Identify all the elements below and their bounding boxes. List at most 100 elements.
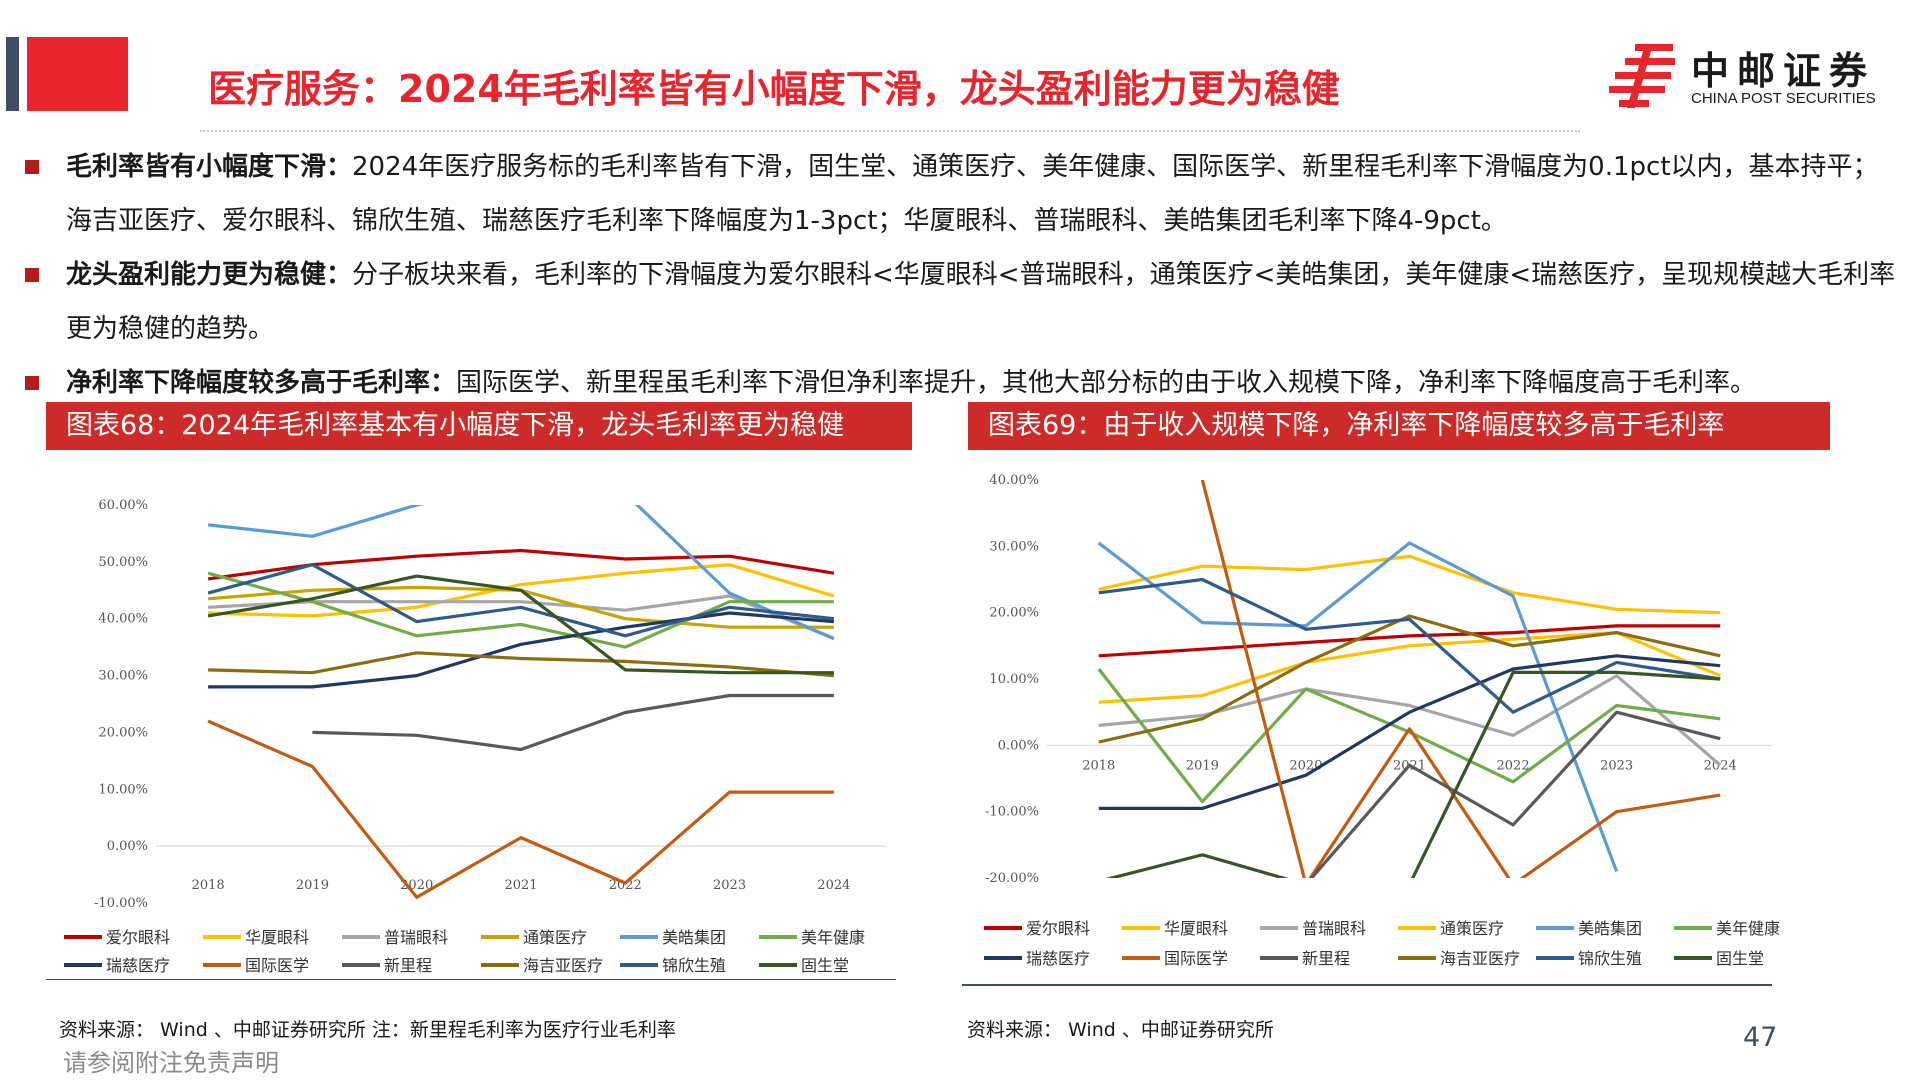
series-line	[207, 719, 834, 899]
y-tick-label: 30.00%	[98, 669, 148, 684]
legend-label: 锦欣生殖	[1578, 949, 1642, 968]
header-accent-dark	[6, 37, 19, 111]
y-tick-label: -10.00%	[985, 805, 1039, 820]
bullet-item: 龙头盈利能力更为稳健：分子板块来看，毛利率的下滑幅度为爱尔眼科<华厦眼科<普瑞眼…	[20, 248, 1900, 356]
series-line	[1097, 668, 1721, 804]
y-tick-label: 10.00%	[989, 672, 1039, 687]
legend-label: 通策医疗	[523, 928, 587, 947]
legend-label: 瑞慈医疗	[106, 956, 170, 975]
series-line	[1098, 624, 1721, 658]
legend-label: 美皓集团	[662, 928, 726, 947]
y-tick-label: 60.00%	[98, 498, 148, 513]
bullet-item: 净利率下降幅度较多高于毛利率：国际医学、新里程虽毛利率下滑但净利率提升，其他大部…	[20, 356, 1900, 410]
series-line	[1098, 654, 1721, 810]
y-tick-label: 20.00%	[98, 725, 148, 740]
legend-label: 海吉亚医疗	[1440, 949, 1520, 968]
legend-label: 海吉亚医疗	[523, 956, 603, 975]
chart-69-source: 资料来源： Wind 、中邮证券研究所	[967, 1019, 1274, 1041]
bullet-list: 毛利率皆有小幅度下滑：2024年医疗服务标的毛利率皆有下滑，固生堂、通策医疗、美…	[20, 140, 1900, 410]
bullet-item: 毛利率皆有小幅度下滑：2024年医疗服务标的毛利率皆有下滑，固生堂、通策医疗、美…	[20, 140, 1900, 248]
series-line	[1097, 541, 1619, 872]
chart-68-caption: 图表68：2024年毛利率基本有小幅度下滑，龙头毛利率更为稳健	[46, 402, 912, 450]
series-line	[1098, 554, 1721, 615]
series-line	[1200, 480, 1721, 878]
legend-label: 爱尔眼科	[1026, 919, 1090, 938]
legend-label: 美年健康	[801, 928, 865, 947]
series-line	[1309, 710, 1721, 878]
disclaimer-text: 请参阅附注免责声明	[63, 1049, 279, 1077]
legend-label: 国际医学	[1164, 949, 1228, 968]
series-line	[1098, 674, 1722, 767]
logo-english-name: CHINA POST SECURITIES	[1691, 90, 1876, 107]
y-tick-label: 30.00%	[989, 539, 1039, 554]
y-tick-label: 0.00%	[107, 839, 148, 854]
legend-label: 华厦眼科	[1164, 919, 1228, 938]
bullet-heading: 龙头盈利能力更为稳健：	[66, 260, 353, 290]
header-divider	[200, 130, 1580, 132]
series-line	[1098, 614, 1721, 744]
legend-label: 国际医学	[245, 956, 309, 975]
bullet-square-icon	[25, 160, 39, 174]
legend-label: 瑞慈医疗	[1026, 949, 1090, 968]
bullet-text: 分子板块来看，毛利率的下滑幅度为爱尔眼科<华厦眼科<普瑞眼科，通策医疗<美皓集团…	[66, 260, 1896, 344]
chart-69-caption: 图表69：由于收入规模下降，净利率下降幅度较多高于毛利率	[968, 402, 1830, 450]
series-line	[208, 651, 835, 678]
series-line	[312, 693, 834, 752]
series-line	[207, 571, 834, 649]
x-tick-label: 2021	[504, 878, 537, 893]
x-tick-label: 2022	[1497, 758, 1530, 773]
x-tick-label: 2020	[1289, 758, 1322, 773]
logo-chinese-name: 中邮证券	[1691, 49, 1876, 93]
legend-label: 固生堂	[801, 956, 849, 975]
legend-label: 美年健康	[1716, 919, 1780, 938]
x-tick-label: 2018	[1082, 758, 1115, 773]
legend-label: 普瑞眼科	[1302, 919, 1366, 938]
china-post-logo-icon	[1609, 44, 1675, 108]
legend-label: 通策医疗	[1440, 919, 1504, 938]
x-tick-label: 2023	[1600, 758, 1633, 773]
y-tick-label: -10.00%	[94, 896, 148, 911]
y-tick-label: -20.00%	[985, 871, 1039, 886]
y-tick-label: 20.00%	[989, 606, 1039, 621]
chart-svg: 60.00% 50.00% 40.00% 30.00% 20.00% 10.00% 0.00…	[46, 498, 896, 980]
series-line	[208, 611, 835, 689]
x-tick-label: 2024	[817, 878, 850, 893]
header-accent-red	[27, 37, 128, 111]
series-line	[207, 505, 835, 641]
legend-label: 新里程	[1302, 949, 1350, 968]
series-line	[207, 548, 835, 581]
x-tick-label: 2023	[713, 878, 746, 893]
x-tick-label: 2022	[609, 878, 642, 893]
series-line	[207, 563, 835, 638]
legend-label: 华厦眼科	[245, 928, 309, 947]
y-tick-label: 10.00%	[98, 782, 148, 797]
page-number: 47	[1743, 1022, 1778, 1053]
series-line	[208, 563, 835, 618]
net-margin-chart: 40.00% 30.00% 20.00% 10.00% 0.00% -10.00% -20.…	[962, 465, 1792, 1000]
y-tick-label: 40.00%	[98, 612, 148, 627]
chart-68-source: 资料来源： Wind 、中邮证券研究所 注：新里程毛利率为医疗行业毛利率	[59, 1019, 676, 1041]
legend-label: 美皓集团	[1578, 919, 1642, 938]
bullet-square-icon	[25, 268, 39, 282]
page-title: 医疗服务：2024年毛利率皆有小幅度下滑，龙头盈利能力更为稳健	[208, 67, 1340, 111]
series-line	[1098, 631, 1721, 704]
bullet-square-icon	[25, 376, 39, 390]
bullet-text: 2024年医疗服务标的毛利率皆有下滑，固生堂、通策医疗、美年健康、国际医学、新里…	[66, 152, 1879, 236]
legend-label: 普瑞眼科	[384, 928, 448, 947]
legend-label: 爱尔眼科	[106, 928, 170, 947]
x-tick-label: 2019	[1186, 758, 1219, 773]
bullet-heading: 净利率下降幅度较多高于毛利率：	[66, 368, 457, 398]
legend-label: 固生堂	[1716, 949, 1764, 968]
x-tick-label: 2018	[192, 878, 225, 893]
company-logo: 中邮证券 CHINA POST SECURITIES	[1605, 40, 1895, 112]
series-line	[1105, 670, 1721, 878]
y-tick-label: 0.00%	[998, 738, 1039, 753]
x-tick-label: 2024	[1704, 758, 1737, 773]
legend-label: 锦欣生殖	[662, 956, 726, 975]
series-line	[207, 574, 834, 675]
bullet-text: 国际医学、新里程虽毛利率下滑但净利率提升，其他大部分标的由于收入规模下降，净利率…	[456, 368, 1757, 398]
series-line	[1098, 577, 1721, 714]
bullet-heading: 毛利率皆有小幅度下滑：	[66, 152, 353, 182]
x-tick-label: 2019	[296, 878, 329, 893]
y-tick-label: 40.00%	[989, 473, 1039, 488]
